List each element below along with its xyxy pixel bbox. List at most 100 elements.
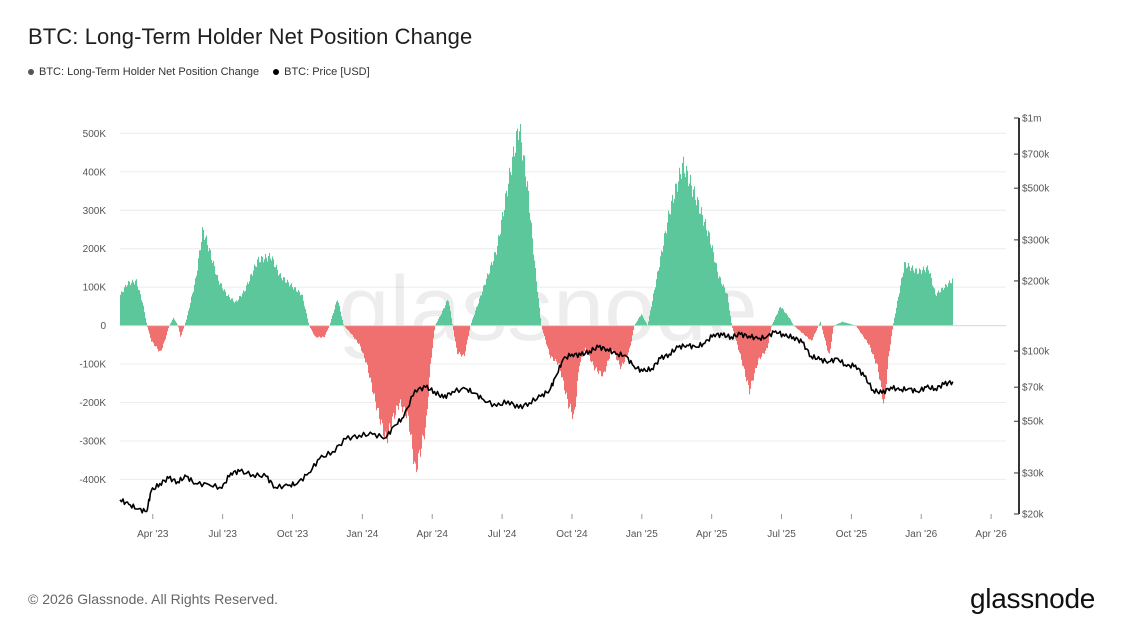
net-position-bar: [857, 325, 859, 329]
net-position-bar: [476, 307, 478, 326]
net-position-bar: [530, 220, 532, 326]
net-position-bar: [940, 292, 942, 326]
net-position-bar: [367, 325, 369, 365]
net-position-bar: [616, 325, 618, 360]
net-position-bar: [489, 273, 491, 326]
net-position-bar: [922, 270, 924, 326]
net-position-bar: [163, 325, 165, 344]
net-position-bar: [347, 325, 349, 330]
x-tick-label: Oct '24: [556, 529, 588, 540]
net-position-bar: [305, 309, 307, 326]
net-position-bar: [667, 222, 669, 326]
glassnode-logo[interactable]: glassnode: [970, 583, 1095, 614]
net-position-bar: [893, 323, 895, 326]
net-position-bar: [396, 325, 398, 406]
net-position-bar: [651, 306, 653, 326]
net-position-bar: [194, 284, 196, 326]
net-position-bar: [190, 303, 192, 326]
legend-item-price[interactable]: BTC: Price [USD]: [273, 66, 370, 78]
net-position-bar: [703, 225, 705, 326]
net-position-bar: [584, 325, 586, 352]
net-position-bar: [219, 284, 221, 326]
net-position-bar: [545, 325, 547, 340]
net-position-bar: [510, 172, 512, 326]
net-position-bar: [260, 262, 262, 326]
net-position-bar: [645, 321, 647, 326]
net-position-bar: [582, 325, 584, 357]
net-position-bar: [511, 175, 513, 326]
net-position-bar: [206, 235, 208, 326]
net-position-bar: [412, 325, 414, 449]
net-position-bar: [771, 325, 773, 327]
net-position-bar: [579, 325, 581, 367]
net-position-bar: [750, 325, 752, 389]
net-position-bar: [800, 325, 802, 332]
chart-area: glassnode 500K400K300K200K100K0-100K-200…: [79, 114, 1050, 541]
net-position-bar: [568, 325, 570, 409]
net-position-bar: [542, 325, 544, 330]
net-position-bar: [148, 325, 150, 331]
net-position-bar: [659, 267, 661, 326]
net-position-bar: [807, 325, 809, 337]
net-position-bar: [591, 325, 593, 363]
net-position-bar: [840, 322, 842, 326]
net-position-bar: [642, 315, 644, 326]
net-position-bar: [650, 310, 652, 326]
net-position-bar: [640, 316, 642, 326]
net-position-bar: [183, 325, 185, 329]
net-position-bar: [203, 229, 205, 326]
net-position-bar: [559, 325, 561, 364]
net-position-bar: [245, 290, 247, 326]
net-position-bar: [773, 321, 775, 326]
legend-item-net-position[interactable]: BTC: Long-Term Holder Net Position Chang…: [28, 66, 259, 78]
net-position-bar: [405, 325, 407, 417]
net-position-bar: [583, 325, 585, 356]
net-position-bar: [314, 325, 316, 336]
net-position-bar: [689, 183, 691, 326]
net-position-bar: [803, 325, 805, 334]
net-position-bar: [626, 325, 628, 356]
net-position-bar: [228, 294, 230, 326]
net-position-bar: [212, 262, 214, 326]
net-position-bar: [400, 325, 402, 400]
net-position-bar: [301, 294, 303, 326]
net-position-bar: [463, 325, 465, 355]
net-position-bar: [902, 276, 904, 326]
net-position-bar: [380, 325, 382, 425]
net-position-bar: [631, 325, 633, 342]
net-position-bar: [731, 323, 733, 326]
net-position-bar: [195, 278, 197, 326]
net-position-bar: [871, 325, 873, 353]
net-position-bar: [277, 269, 279, 326]
net-position-bar: [635, 323, 637, 326]
net-position-bar: [533, 254, 535, 326]
left-tick-label: 500K: [83, 129, 107, 140]
net-position-bar: [883, 325, 885, 404]
left-tick-label: 0: [100, 321, 106, 332]
net-position-bar: [607, 325, 609, 361]
net-position-bar: [845, 322, 847, 326]
net-position-bar: [899, 293, 901, 326]
net-position-bar: [175, 321, 177, 326]
net-position-bar: [176, 322, 178, 326]
x-tick-label: Jul '25: [767, 529, 796, 540]
net-position-bar: [586, 325, 588, 352]
net-position-bar: [846, 322, 848, 326]
net-position-bar: [172, 319, 174, 326]
net-position-bar: [590, 325, 592, 361]
net-position-bar: [726, 293, 728, 326]
net-position-bar: [697, 197, 699, 326]
net-position-bar: [466, 325, 468, 345]
net-position-bar: [279, 274, 281, 326]
net-position-bar: [382, 325, 384, 424]
net-position-bar: [628, 325, 630, 353]
net-position-bar: [927, 265, 929, 326]
net-position-bar: [925, 272, 927, 326]
chart-title: BTC: Long-Term Holder Net Position Chang…: [28, 24, 473, 49]
net-position-bar: [227, 296, 229, 326]
net-position-bar: [555, 325, 557, 359]
net-position-bar: [426, 325, 428, 416]
net-position-bar: [879, 325, 881, 380]
net-position-bar: [795, 325, 797, 327]
net-position-bar: [293, 289, 295, 326]
